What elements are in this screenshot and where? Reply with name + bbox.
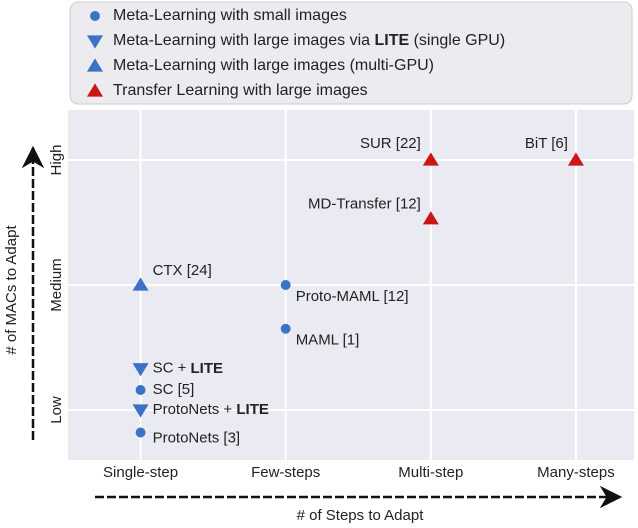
data-point (280, 323, 291, 334)
data-point (135, 385, 146, 395)
x-tick-label: Few-steps (251, 464, 320, 481)
data-point (135, 427, 146, 438)
data-point (422, 211, 439, 225)
x-tick-label: Multi-step (398, 464, 463, 481)
point-label: MD-Transfer [12] (308, 196, 421, 213)
legend-label: Meta-Learning with small images (113, 7, 347, 24)
legend-box (69, 1, 633, 105)
data-point (567, 152, 584, 166)
x-axis-title: # of Steps to Adapt (297, 507, 425, 524)
legend-marker (87, 83, 103, 97)
point-label: Proto-MAML [12] (296, 288, 409, 305)
data-point (132, 404, 149, 418)
y-tick-label: High (48, 145, 65, 176)
point-label: CTX [24] (153, 262, 212, 279)
legend-label: Transfer Learning with large images (113, 82, 368, 99)
data-point (422, 152, 439, 166)
data-point (132, 363, 149, 377)
data-point (132, 277, 149, 291)
x-tick-label: Single-step (103, 464, 178, 481)
y-axis-title: # of MACs to Adapt (3, 225, 20, 355)
legend-marker (87, 35, 103, 49)
x-tick-label: Many-steps (537, 464, 615, 481)
y-tick-label: Medium (48, 258, 65, 311)
legend-marker (90, 11, 100, 21)
point-label: ProtoNets [3] (153, 429, 241, 446)
data-point (280, 280, 291, 290)
point-label: SC + LITE (153, 360, 223, 377)
point-label: ProtoNets + LITE (153, 401, 269, 418)
y-tick-label: Low (48, 396, 65, 424)
point-label: SUR [22] (360, 135, 421, 152)
point-label: BiT [6] (525, 135, 568, 152)
legend-label: Meta-Learning with large images via LITE… (113, 32, 505, 49)
legend-marker (87, 58, 103, 72)
point-label: MAML [1] (296, 332, 360, 349)
point-label: SC [5] (153, 381, 195, 398)
legend-label: Meta-Learning with large images (multi-G… (113, 57, 434, 74)
